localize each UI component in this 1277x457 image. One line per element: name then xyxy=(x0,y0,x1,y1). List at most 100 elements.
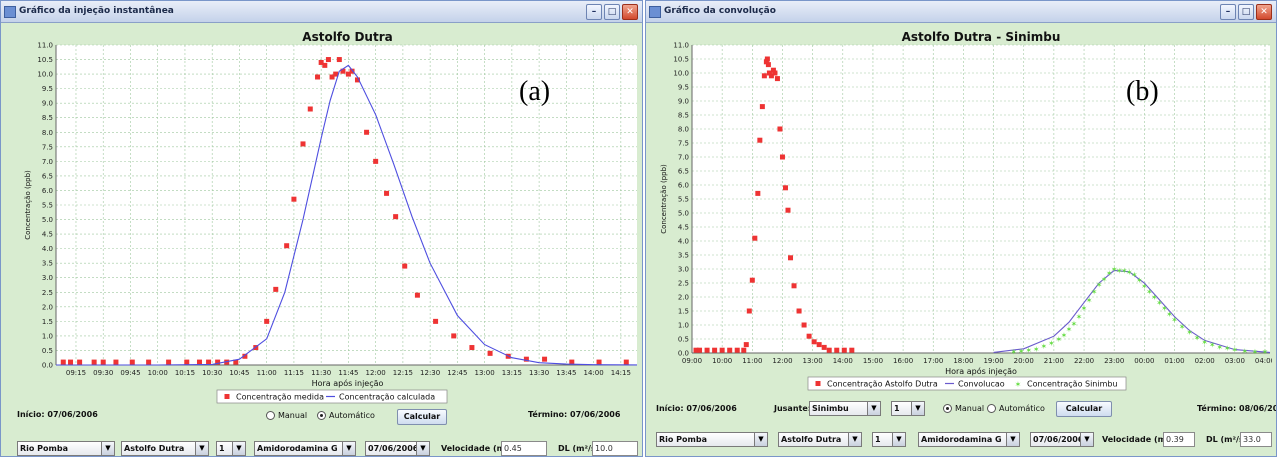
data-point xyxy=(764,56,770,62)
tracador-select[interactable]: Amidorodamina G ▼ xyxy=(254,441,356,456)
estacao-select[interactable]: Astolfo Dutra ▼ xyxy=(121,441,209,456)
x-tick-label: 04:00 xyxy=(1255,357,1272,365)
x-tick-label: 02:00 xyxy=(1195,357,1215,365)
close-button[interactable]: ✕ xyxy=(622,4,638,20)
data-point: ✶ xyxy=(1171,315,1178,324)
data-point xyxy=(693,347,699,353)
termino-label: Término: 07/06/2006 xyxy=(528,410,621,419)
title-bar[interactable]: Gráfico da convolução – □ ✕ xyxy=(646,1,1276,23)
chevron-down-icon[interactable]: ▼ xyxy=(101,442,114,455)
data-point: ✶ xyxy=(1242,347,1249,356)
maximize-button[interactable]: □ xyxy=(604,4,620,20)
numero-select[interactable]: 1 ▼ xyxy=(216,441,246,456)
y-tick-label: 1.5 xyxy=(678,308,689,316)
data-point xyxy=(291,196,297,202)
data-point xyxy=(816,342,822,348)
data-point xyxy=(777,126,783,132)
dl-input[interactable]: 10.0 xyxy=(592,441,638,456)
y-tick-label: 10.0 xyxy=(37,71,53,79)
data-point xyxy=(113,359,119,365)
x-tick-label: 11:45 xyxy=(338,369,358,377)
minimize-button[interactable]: – xyxy=(1220,4,1236,20)
y-tick-label: 7.0 xyxy=(678,154,689,162)
chevron-down-icon[interactable]: ▼ xyxy=(195,442,208,455)
data-point: ✶ xyxy=(1111,265,1118,274)
y-tick-label: 8.5 xyxy=(678,112,689,120)
y-tick-label: 4.0 xyxy=(42,245,53,253)
data-point: ✶ xyxy=(1262,348,1269,357)
y-tick-label: 11.0 xyxy=(37,42,53,50)
radio-manual-dot[interactable] xyxy=(266,411,275,420)
window-title: Gráfico da injeção instantânea xyxy=(19,6,174,16)
y-axis-label: Concentração (ppb) xyxy=(24,170,32,240)
y-tick-label: 6.5 xyxy=(42,172,53,180)
inicio-label: Início: 07/06/2006 xyxy=(17,410,98,419)
series-line-2 xyxy=(993,269,1271,353)
chevron-down-icon[interactable]: ▼ xyxy=(1006,433,1019,446)
minimize-button[interactable]: – xyxy=(586,4,602,20)
chevron-down-icon[interactable]: ▼ xyxy=(754,433,767,446)
chevron-down-icon[interactable]: ▼ xyxy=(911,402,924,415)
jusante-select[interactable]: Sinimbu ▼ xyxy=(809,401,881,416)
radio-manual[interactable]: Manual xyxy=(266,411,307,420)
chevron-down-icon[interactable]: ▼ xyxy=(342,442,355,455)
velocidade-input[interactable]: 0.45 xyxy=(501,441,547,456)
numero-select[interactable]: 1 ▼ xyxy=(872,432,906,447)
chart-a: Astolfo Dutra 0.0 0.5 1.0 1.5 2.0 2.5 3.0 3.5 4.0… xyxy=(9,25,637,407)
data-point xyxy=(184,359,190,365)
data-point xyxy=(785,207,791,213)
data-point: ✶ xyxy=(1091,287,1098,296)
maximize-button[interactable]: □ xyxy=(1238,4,1254,20)
calcular-button[interactable]: Calcular xyxy=(1056,401,1112,417)
radio-automatico-dot[interactable] xyxy=(317,411,326,420)
inicio-label: Início: 07/06/2006 xyxy=(656,404,737,413)
calcular-button[interactable]: Calcular xyxy=(397,409,447,425)
data-point xyxy=(336,57,342,63)
data-point xyxy=(315,74,321,80)
data-select[interactable]: 07/06/2006 ▼ xyxy=(365,441,430,456)
data-select[interactable]: 07/06/2006 ▼ xyxy=(1030,432,1094,447)
y-tick-label: 6.0 xyxy=(42,187,53,195)
radio-manual-dot[interactable] xyxy=(943,404,952,413)
chart-b-svg: Astolfo Dutra - Sinimbu 0.0 0.5 1.0 1.5 2.0 2.… xyxy=(660,30,1272,391)
radio-automatico-dot[interactable] xyxy=(987,404,996,413)
estacao-select[interactable]: Astolfo Dutra ▼ xyxy=(778,432,862,447)
y-tick-label: 9.0 xyxy=(678,98,689,106)
data-point xyxy=(746,308,752,314)
data-point xyxy=(329,74,335,80)
tracador-select[interactable]: Amidorodamina G ▼ xyxy=(918,432,1020,447)
close-button[interactable]: ✕ xyxy=(1256,4,1272,20)
chevron-down-icon[interactable]: ▼ xyxy=(1080,433,1093,446)
rio-select[interactable]: Rio Pomba ▼ xyxy=(656,432,768,447)
radio-automatico[interactable]: Automático xyxy=(317,411,375,420)
data-point xyxy=(146,359,152,365)
x-tick-label: 17:00 xyxy=(923,357,943,365)
y-tick-label: 10.5 xyxy=(37,56,53,64)
data-point xyxy=(741,347,747,353)
jusante-numero-select[interactable]: 1 ▼ xyxy=(891,401,925,416)
velocidade-input[interactable]: 0.39 xyxy=(1163,432,1195,447)
chevron-down-icon[interactable]: ▼ xyxy=(867,402,880,415)
dl-input[interactable]: 33.0 xyxy=(1240,432,1272,447)
chevron-down-icon[interactable]: ▼ xyxy=(416,442,429,455)
data-point xyxy=(393,214,399,220)
data-point: ✶ xyxy=(1156,299,1163,308)
radio-manual[interactable]: Manual xyxy=(943,404,984,413)
data-point: ✶ xyxy=(1018,347,1025,356)
chevron-down-icon[interactable]: ▼ xyxy=(892,433,905,446)
chevron-down-icon[interactable]: ▼ xyxy=(848,433,861,446)
chart-title: Astolfo Dutra - Sinimbu xyxy=(902,30,1061,44)
chevron-down-icon[interactable]: ▼ xyxy=(232,442,245,455)
radio-automatico[interactable]: Automático xyxy=(987,404,1045,413)
y-tick-label: 5.5 xyxy=(42,202,53,210)
y-tick-label: 9.5 xyxy=(42,85,53,93)
data-point xyxy=(469,345,475,351)
title-bar[interactable]: Gráfico da injeção instantânea – □ ✕ xyxy=(1,1,642,23)
termino-label: Término: 08/06/2006 xyxy=(1197,404,1276,413)
data-point xyxy=(129,359,135,365)
data-point: ✶ xyxy=(1071,320,1078,329)
data-point xyxy=(333,71,339,77)
rio-select[interactable]: Rio Pomba ▼ xyxy=(17,441,115,456)
legend-label: Concentração medida xyxy=(236,393,324,402)
y-tick-label: 2.5 xyxy=(678,280,689,288)
